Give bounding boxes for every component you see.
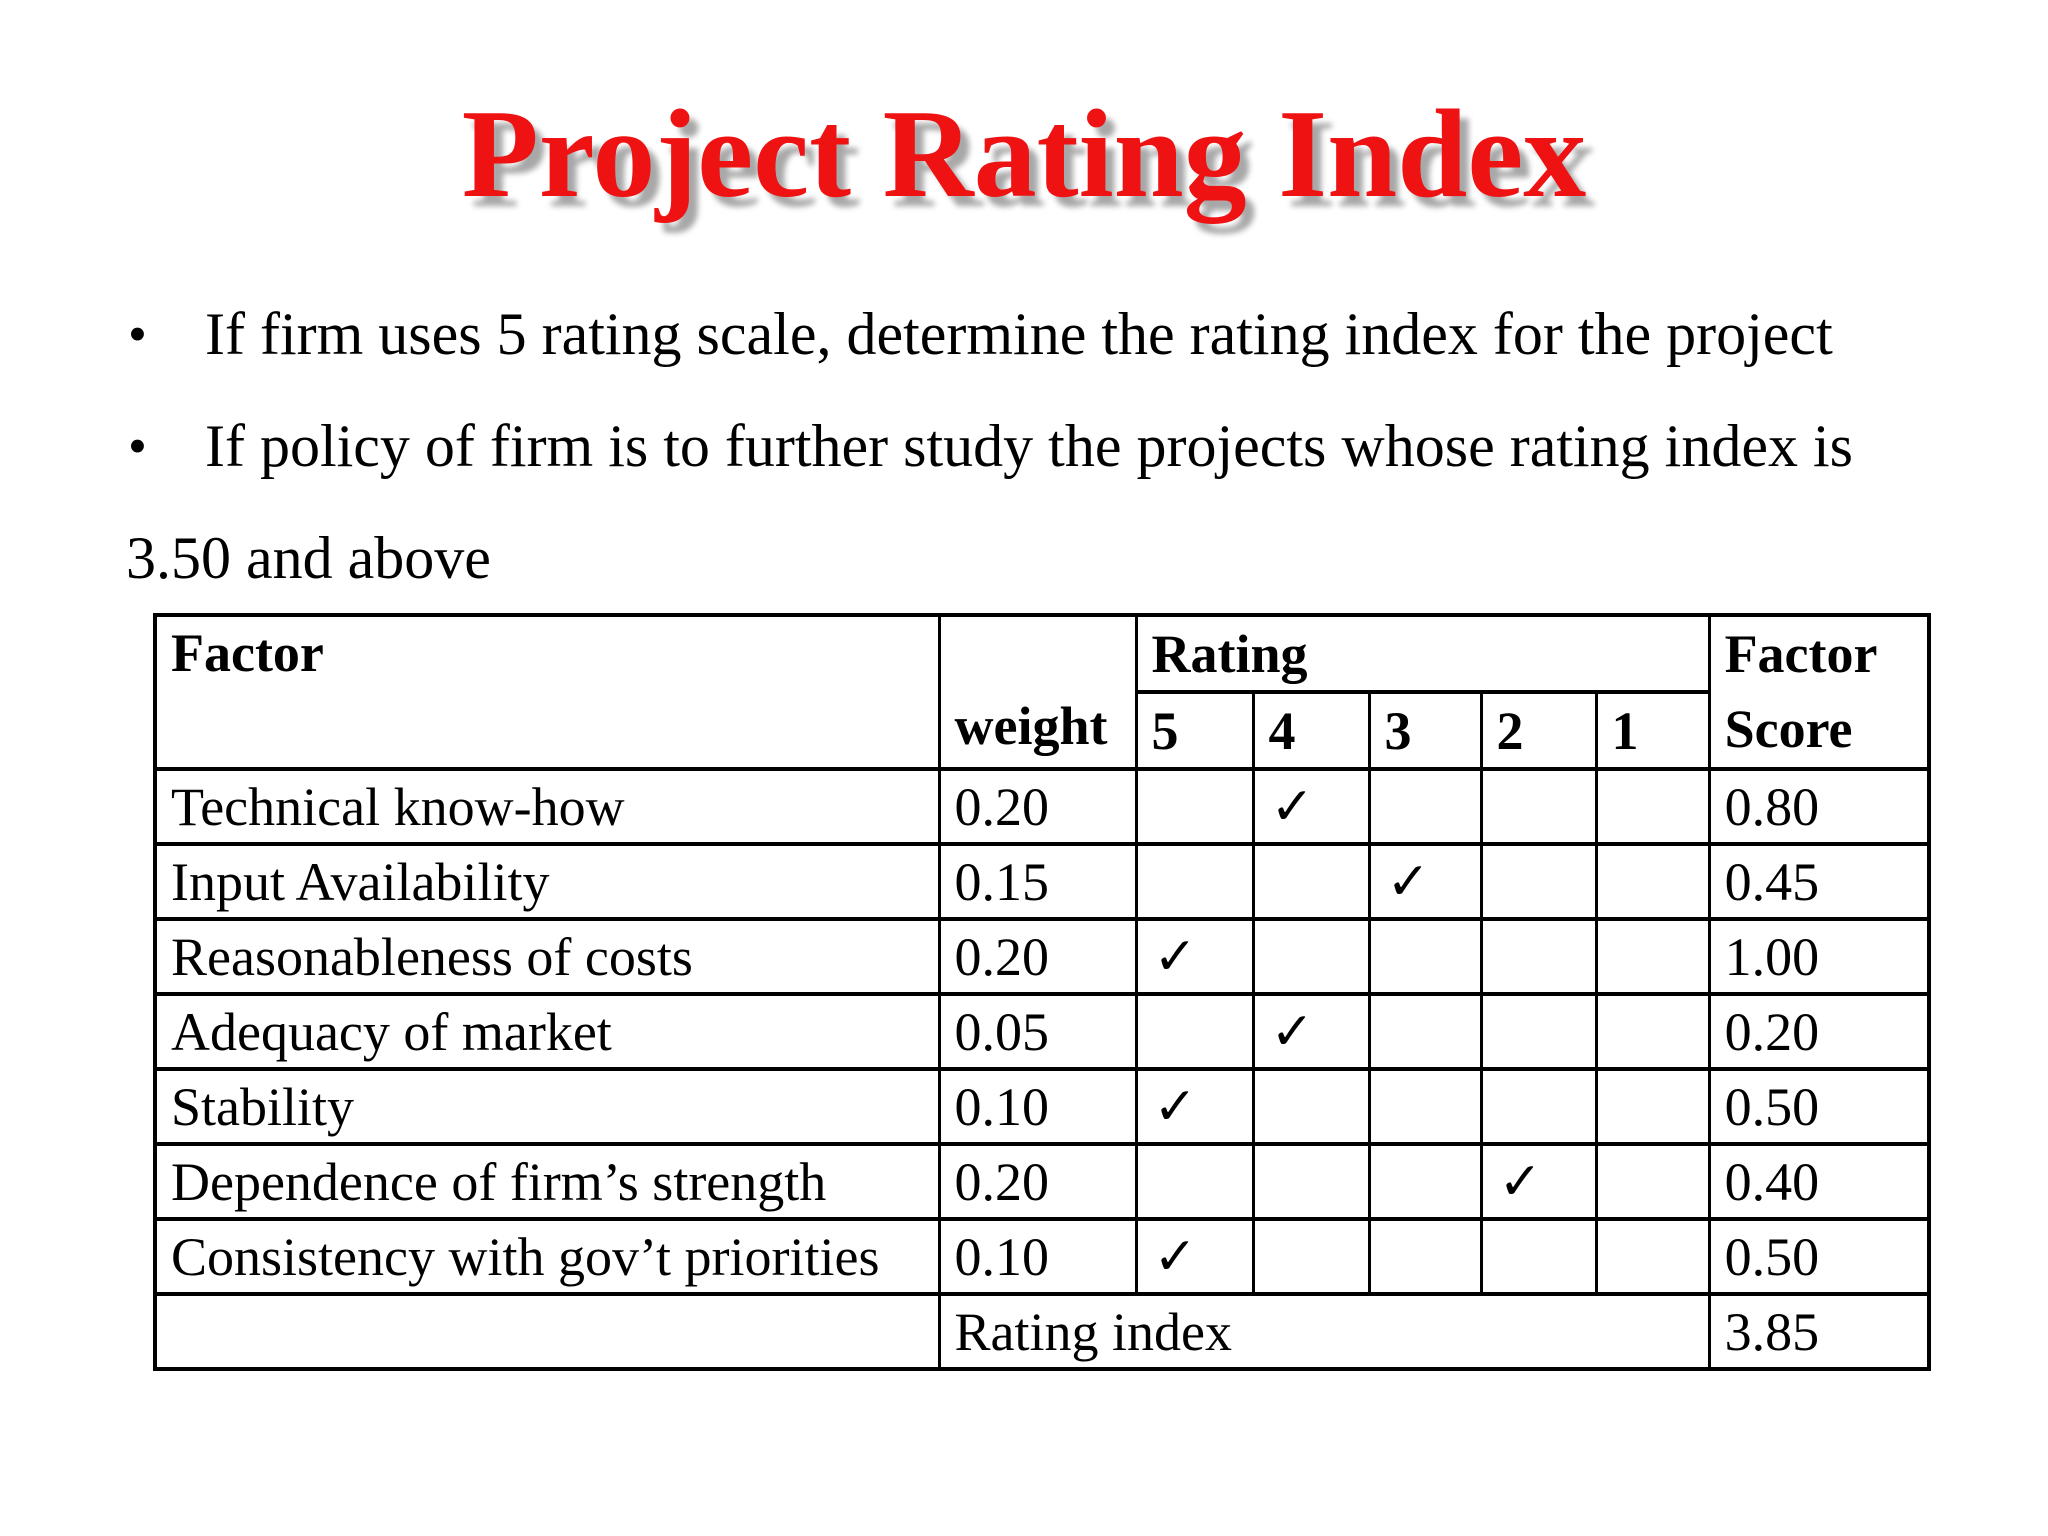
bullet-list: • If firm uses 5 rating scale, determine… [0,278,2048,614]
weight-cell: 0.20 [937,917,1138,996]
weight-cell: 0.15 [937,842,1138,921]
score-cell: 0.50 [1707,1067,1931,1146]
rating-5-cell: ✓ [1134,1067,1255,1146]
rating-3-cell [1367,767,1483,846]
bullet-text: If firm uses 5 rating scale, determine t… [205,300,1833,367]
rating-1-cell [1594,1217,1711,1296]
rating-5-cell [1134,842,1255,921]
factor-cell: Input Availability [153,842,941,921]
score-cell: 0.50 [1707,1217,1931,1296]
table-row: Technical know-how 0.20 ✓ 0.80 [153,767,1931,846]
rating-index-row: Rating index 3.85 [153,1292,1931,1371]
rating-2-cell [1479,767,1598,846]
rating-1-cell [1594,842,1711,921]
table-row: Stability 0.10 ✓ 0.50 [153,1067,1931,1146]
rating-index-table: Factor weight Rating Factor Score 5 4 3 … [153,613,1932,1371]
rating-index-label: Rating index [937,1292,1711,1371]
rating-2-cell [1479,1217,1598,1296]
table-row: Consistency with gov’t priorities 0.10 ✓… [153,1217,1931,1296]
rating-4-cell: ✓ [1251,992,1371,1071]
table-row: Input Availability 0.15 ✓ 0.45 [153,842,1931,921]
header-scale-3: 3 [1367,690,1483,771]
weight-cell: 0.10 [937,1217,1138,1296]
rating-1-cell [1594,767,1711,846]
rating-1-cell [1594,917,1711,996]
score-cell: 1.00 [1707,917,1931,996]
score-cell: 0.45 [1707,842,1931,921]
score-cell: 0.20 [1707,992,1931,1071]
rating-3-cell [1367,917,1483,996]
header-factor-score-line1: Factor [1724,624,1878,684]
score-cell: 0.80 [1707,767,1931,846]
rating-4-cell [1251,1067,1371,1146]
rating-5-cell [1134,1142,1255,1221]
rating-4-cell [1251,917,1371,996]
rating-2-cell [1479,1067,1598,1146]
bullet-item: • If firm uses 5 rating scale, determine… [0,278,2048,390]
factor-cell: Technical know-how [153,767,941,846]
rating-3-cell [1367,1067,1483,1146]
rating-4-cell [1251,842,1371,921]
rating-1-cell [1594,992,1711,1071]
rating-1-cell [1594,1142,1711,1221]
page-title: Project Rating Index [461,85,1587,224]
rating-5-cell [1134,992,1255,1071]
header-factor-score: Factor Score [1707,613,1931,771]
rating-2-cell [1479,992,1598,1071]
rating-5-cell: ✓ [1134,1217,1255,1296]
table-row: Dependence of firm’s strength 0.20 ✓ 0.4… [153,1142,1931,1221]
weight-cell: 0.10 [937,1067,1138,1146]
weight-cell: 0.20 [937,1142,1138,1221]
header-factor-score-line2: Score [1724,699,1853,759]
rating-index-value: 3.85 [1707,1292,1931,1371]
header-weight: weight [937,613,1138,771]
empty-cell [153,1292,941,1371]
table-row: Reasonableness of costs 0.20 ✓ 1.00 [153,917,1931,996]
rating-3-cell [1367,1217,1483,1296]
rating-1-cell [1594,1067,1711,1146]
weight-cell: 0.05 [937,992,1138,1071]
factor-cell: Consistency with gov’t priorities [153,1217,941,1296]
factor-cell: Dependence of firm’s strength [153,1142,941,1221]
header-factor: Factor [153,613,941,771]
score-cell: 0.40 [1707,1142,1931,1221]
rating-4-cell [1251,1217,1371,1296]
bullet-item: • If policy of firm is to further study … [0,390,2048,502]
rating-2-cell [1479,842,1598,921]
header-scale-1: 1 [1594,690,1711,771]
bullet-text: If policy of firm is to further study th… [205,412,1853,479]
bullet-continuation-text: 3.50 and above [126,525,491,591]
rating-5-cell [1134,767,1255,846]
header-scale-2: 2 [1479,690,1598,771]
bullet-icon: • [128,416,147,476]
rating-3-cell [1367,992,1483,1071]
rating-4-cell: ✓ [1251,767,1371,846]
table-header-row-1: Factor weight Rating Factor Score [153,613,1931,771]
rating-3-cell: ✓ [1367,842,1483,921]
header-scale-4: 4 [1251,690,1371,771]
bullet-icon: • [128,304,147,364]
factor-cell: Stability [153,1067,941,1146]
header-rating: Rating [1134,613,1711,694]
header-scale-5: 5 [1134,690,1255,771]
rating-5-cell: ✓ [1134,917,1255,996]
factor-cell: Adequacy of market [153,992,941,1071]
table-row: Adequacy of market 0.05 ✓ 0.20 [153,992,1931,1071]
rating-4-cell [1251,1142,1371,1221]
rating-2-cell [1479,917,1598,996]
rating-3-cell [1367,1142,1483,1221]
table-header-row-2: 5 4 3 2 1 [155,690,1929,771]
factor-cell: Reasonableness of costs [153,917,941,996]
rating-2-cell: ✓ [1479,1142,1598,1221]
weight-cell: 0.20 [937,767,1138,846]
